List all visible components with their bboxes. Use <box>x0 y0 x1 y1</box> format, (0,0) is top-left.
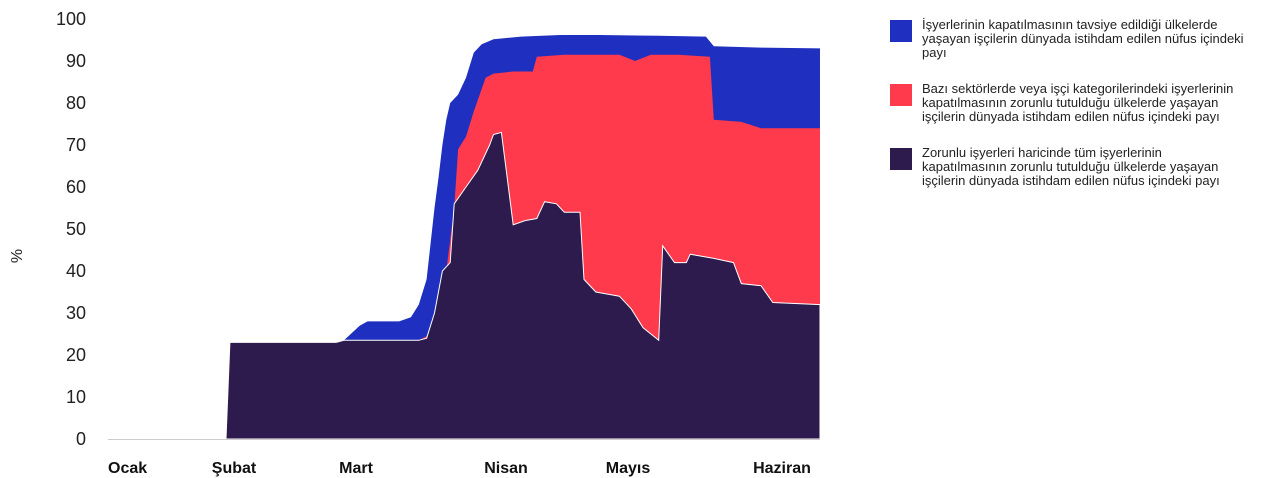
legend: İşyerlerinin kapatılmasının tavsiye edil… <box>890 18 1260 210</box>
y-tick-label: 40 <box>66 261 86 281</box>
legend-label-all-but-essential: Zorunlu işyerleri haricinde tüm işyerler… <box>922 145 1220 188</box>
legend-item-all-but-essential: Zorunlu işyerleri haricinde tüm işyerler… <box>890 146 1260 188</box>
x-tick-label: Mart <box>339 460 373 477</box>
legend-label-advised: İşyerlerinin kapatılmasının tavsiye edil… <box>922 17 1244 60</box>
area-series-3 <box>108 131 821 440</box>
x-tick-label: Şubat <box>212 460 257 477</box>
y-axis-label: % <box>9 249 26 263</box>
legend-item-advised: İşyerlerinin kapatılmasının tavsiye edil… <box>890 18 1260 60</box>
y-tick-label: 70 <box>66 135 86 155</box>
y-tick-label: 0 <box>76 429 86 449</box>
x-tick-label: Haziran <box>753 460 811 477</box>
y-tick-label: 10 <box>66 387 86 407</box>
y-tick-label: 50 <box>66 219 86 239</box>
x-tick-label: Nisan <box>484 460 528 477</box>
x-tick-label: Ocak <box>108 460 147 477</box>
y-tick-label: 20 <box>66 345 86 365</box>
y-tick-label: 100 <box>56 9 86 29</box>
y-axis-ticks: 0 10 20 30 40 50 60 70 80 90 100 <box>56 9 86 449</box>
legend-swatch-some-sectors <box>890 84 912 106</box>
y-tick-label: 80 <box>66 93 86 113</box>
legend-item-some-sectors: Bazı sektörlerde veya işçi kategorilerin… <box>890 82 1260 124</box>
x-tick-label: Mayıs <box>606 460 651 477</box>
y-tick-label: 30 <box>66 303 86 323</box>
legend-swatch-all-but-essential <box>890 148 912 170</box>
area-series-group <box>108 35 821 440</box>
legend-swatch-advised <box>890 20 912 42</box>
y-tick-label: 90 <box>66 51 86 71</box>
x-axis-ticks: Ocak Şubat Mart Nisan Mayıs Haziran <box>108 460 811 477</box>
y-tick-label: 60 <box>66 177 86 197</box>
legend-label-some-sectors: Bazı sektörlerde veya işçi kategorilerin… <box>922 81 1234 124</box>
